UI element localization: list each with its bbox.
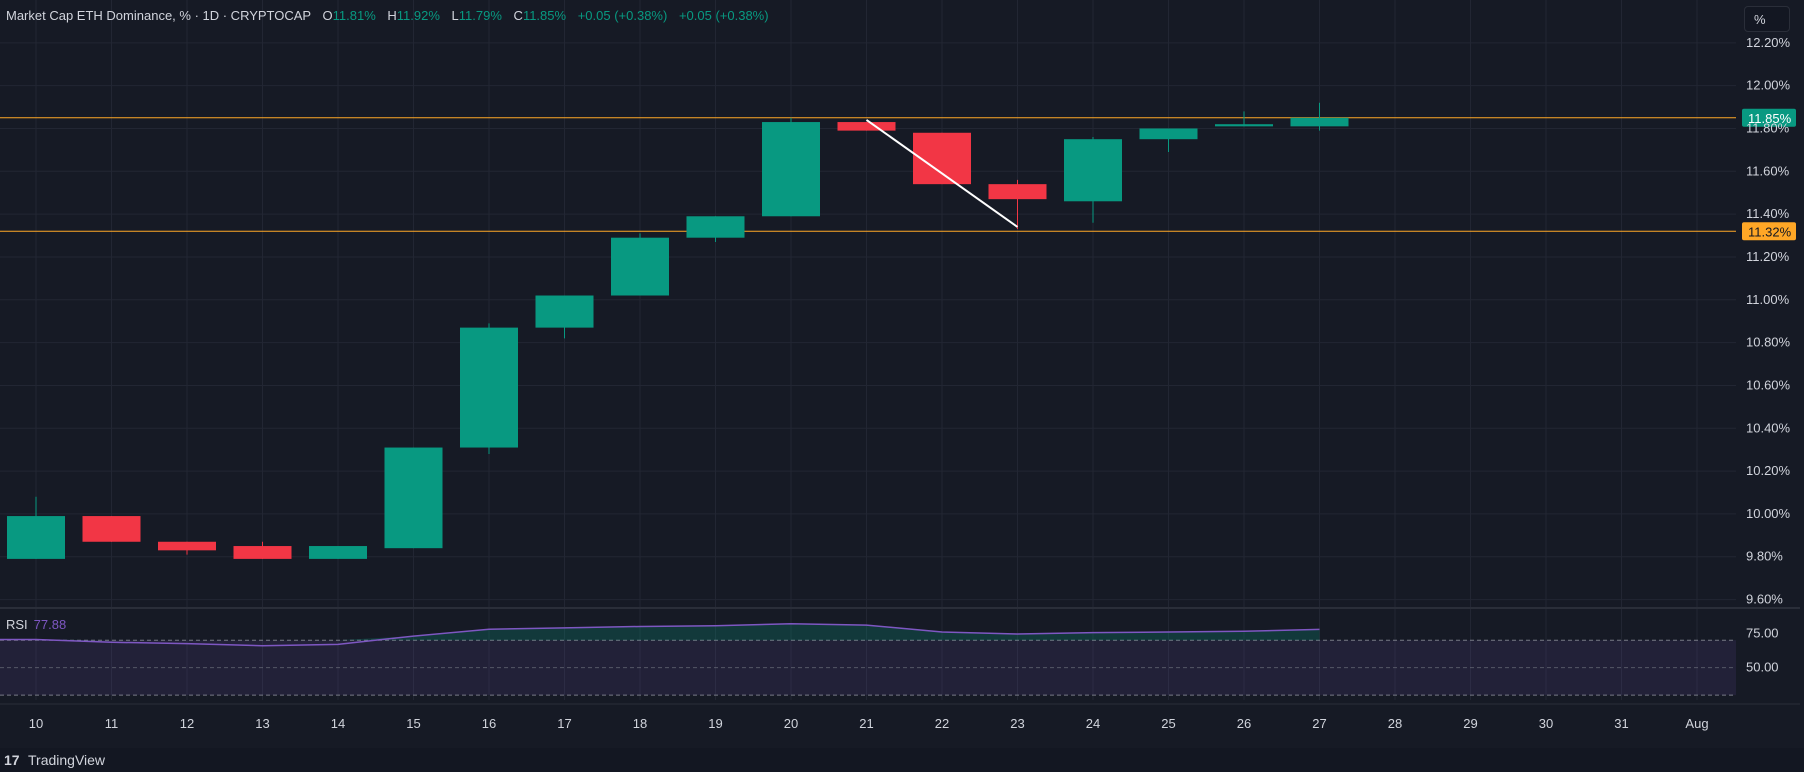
level-label-bg [1742, 108, 1796, 127]
y-tick-label: 10.40% [1746, 420, 1791, 435]
candle-body [233, 546, 292, 559]
y-tick-label: 11.40% [1746, 206, 1790, 221]
candle-body [309, 546, 367, 559]
x-tick-label: 20 [784, 716, 798, 731]
x-tick-label: 10 [29, 716, 43, 731]
y-tick-label: 11.00% [1746, 292, 1790, 307]
x-tick-label: 30 [1539, 716, 1553, 731]
legend-change: +0.05 (+0.38%) [577, 8, 668, 23]
x-tick-label: Aug [1685, 716, 1708, 731]
x-tick-label: 19 [708, 716, 722, 731]
x-tick-label: 25 [1161, 716, 1175, 731]
legend-high: 11.92% [396, 8, 440, 23]
candles [7, 102, 1349, 559]
y-tick-label: 9.80% [1746, 549, 1783, 564]
grid [0, 0, 1800, 705]
y-tick-label: 10.20% [1746, 463, 1791, 478]
x-tick-label: 12 [180, 716, 194, 731]
candle-body [535, 295, 594, 328]
y-tick-label: 12.00% [1746, 78, 1791, 93]
rsi-pane [0, 622, 1736, 696]
candle-body [1139, 128, 1198, 140]
candle-body [837, 122, 896, 131]
x-tick-label: 18 [633, 716, 647, 731]
x-tick-label: 24 [1086, 716, 1100, 731]
legend-close-label: C [513, 8, 523, 23]
x-tick-label: 15 [406, 716, 420, 731]
legend-low-label: L [451, 8, 459, 23]
legend-high-label: H [387, 8, 397, 23]
level-label-bg [1742, 222, 1796, 241]
x-tick-label: 11 [105, 716, 119, 731]
candle-body [611, 237, 669, 296]
candle-body [762, 122, 820, 217]
candle-body [82, 516, 141, 542]
tradingview-brand[interactable]: TradingView [28, 752, 106, 768]
y-tick-label: 10.80% [1746, 335, 1791, 350]
y-tick-label: 11.80% [1746, 120, 1790, 135]
x-tick-label: 28 [1388, 716, 1402, 731]
rsi-overbought-fill [36, 623, 1320, 641]
candle-body [1064, 139, 1122, 202]
legend-change-percent: +0.05 (+0.38%) [678, 8, 769, 23]
y-tick-label: 12.20% [1746, 35, 1791, 50]
legend-low: 11.79% [458, 8, 502, 23]
percent-scale-button[interactable]: % [1744, 6, 1790, 32]
legend-symbol[interactable]: Market Cap ETH Dominance, % · 1D · CRYPT… [6, 8, 311, 23]
x-tick-label: 31 [1614, 716, 1628, 731]
x-tick-label: 16 [482, 716, 496, 731]
candle-body [7, 516, 65, 559]
candle-body [1290, 117, 1349, 127]
candle-body [988, 184, 1047, 200]
x-tick-label: 17 [557, 716, 571, 731]
x-tick-label: 26 [1237, 716, 1251, 731]
rsi-legend: RSI 77.88 [6, 617, 66, 632]
x-tick-label: 29 [1463, 716, 1477, 731]
y-tick-label: 11.20% [1746, 249, 1790, 264]
legend-open: 11.81% [332, 8, 376, 23]
rsi-value: 77.88 [33, 617, 67, 632]
candle-body [1215, 124, 1273, 127]
x-tick-label: 22 [935, 716, 949, 731]
rsi-line [0, 622, 1320, 647]
legend-close: 11.85% [522, 8, 567, 23]
rsi-label[interactable]: RSI [6, 617, 28, 632]
candle-body [158, 541, 216, 551]
candle-body [913, 132, 971, 185]
candle-body [686, 216, 745, 238]
tradingview-logo-icon[interactable]: 17 [4, 752, 20, 768]
horizontal-levels[interactable]: 11.85% 11.32% [0, 108, 1796, 241]
level-label: 11.85% [1748, 111, 1792, 126]
y-tick-label: 10.00% [1746, 506, 1791, 521]
rsi-tick-label: 75.00 [1746, 625, 1779, 640]
rsi-tick-label: 50.00 [1746, 660, 1779, 675]
y-tick-label: 11.60% [1746, 163, 1790, 178]
y-tick-label: 10.60% [1746, 377, 1791, 392]
x-tick-label: 23 [1010, 716, 1024, 731]
trendline-segment [865, 119, 1019, 228]
legend-open-label: O [322, 8, 333, 23]
chart-legend: Market Cap ETH Dominance, % · 1D · CRYPT… [6, 8, 769, 23]
x-tick-label: 13 [255, 716, 269, 731]
axes: 12.20% 12.00% 11.80% 11.60% 11.40% 11.20% 11.0… [29, 35, 1791, 731]
x-tick-label: 14 [331, 716, 345, 731]
x-tick-label: 21 [859, 716, 873, 731]
y-tick-label: 9.60% [1746, 592, 1783, 607]
level-label: 11.32% [1748, 224, 1792, 239]
chart-canvas[interactable]: 11.85%11.32% 12.20%12.00%11.80%11.60%11.… [0, 0, 1804, 748]
candle-body [384, 447, 443, 549]
trendline[interactable] [865, 119, 1019, 228]
footer-bar: 17 TradingView [0, 748, 1804, 772]
x-tick-label: 27 [1312, 716, 1326, 731]
candle-body [460, 327, 518, 448]
